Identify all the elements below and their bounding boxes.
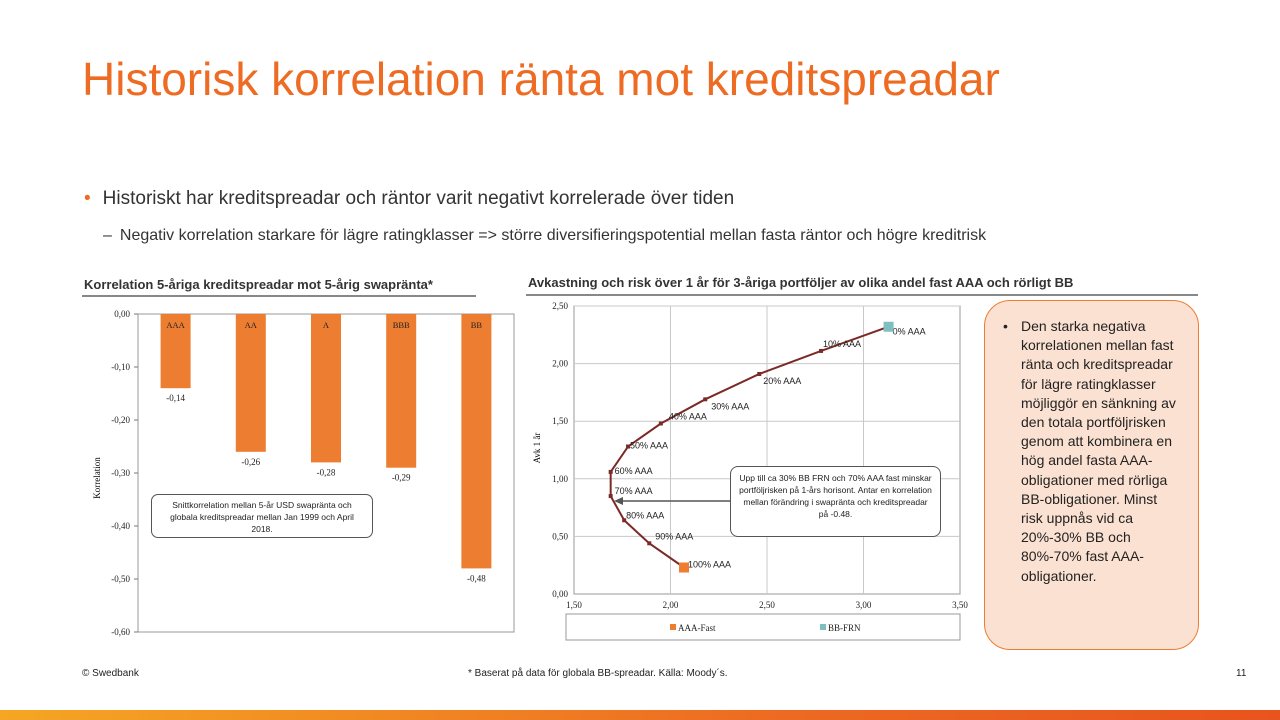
legend-label-bb-frn: BB-FRN [828,623,861,633]
frontier-point [819,348,824,353]
bar-annotation-text: Snittkorrelation mellan 5-år USD swaprän… [170,500,354,534]
scatter-chart-ylabel: Avk 1 år [532,433,542,464]
scatter-ytick-label: 1,50 [552,416,568,426]
bar-aaa [160,314,191,389]
scatter-legend [565,613,961,641]
bar-ytick-label: -0,60 [111,627,130,637]
bar-bbb [386,314,417,468]
frontier-label: 0% AAA [893,327,926,337]
callout-bullet: • [1003,318,1008,334]
scatter-xtick-label: 2,50 [759,600,775,610]
bar-value-label: -0,26 [241,457,260,467]
bar-ytick-label: -0,30 [111,468,130,478]
scatter-ytick-label: 2,00 [552,359,568,369]
bar-ytick-label: 0,00 [114,309,130,319]
slide-title: Historisk korrelation ränta mot kreditsp… [82,53,1000,105]
scatter-chart-heading: Avkastning och risk över 1 år för 3-årig… [528,275,1074,290]
legend-swatch-aaa-fast [670,624,676,630]
frontier-label: 90% AAA [655,531,693,541]
annotation-arrowhead [614,497,623,505]
frontier-label: 70% AAA [615,486,653,496]
bar-ytick-label: -0,20 [111,415,130,425]
bar-ytick-label: -0,50 [111,574,130,584]
frontier-point [608,494,613,499]
bar-chart-ylabel: Korrelation [92,457,102,499]
bottom-accent-bar [0,710,1280,720]
frontier-label: 80% AAA [626,510,664,520]
frontier-label: 10% AAA [823,339,861,349]
aaa-fast-marker [679,562,690,573]
frontier-label: 50% AAA [630,441,668,451]
frontier-point [757,371,762,376]
frontier-point [608,469,613,474]
frontier-label: 20% AAA [763,376,801,386]
legend-label-aaa-fast: AAA-Fast [678,623,716,633]
bar-chart-rule [82,295,476,297]
frontier-point [647,541,652,546]
scatter-annotation-box: Upp till ca 30% BB FRN och 70% AAA fast … [730,466,941,537]
legend-swatch-bb-frn [820,624,826,630]
bar-ytick-label: -0,40 [111,521,130,531]
bar-ytick-label: -0,10 [111,362,130,372]
footer-copyright: © Swedbank [82,668,139,679]
frontier-point [703,397,708,402]
scatter-ytick-label: 2,50 [552,301,568,311]
scatter-xtick-label: 3,50 [952,600,968,610]
scatter-ytick-label: 0,00 [552,589,568,599]
callout-text: Den starka negativa korrelationen mellan… [1021,318,1176,584]
frontier-point [626,444,631,449]
bar-category-label: A [323,320,330,330]
bullet-1: • Historiskt har kreditspreadar och ränto… [84,188,734,210]
page-number: 11 [1236,668,1247,679]
bar-value-label: -0,28 [317,467,336,477]
bar-category-label: BBB [393,320,410,330]
bullet-2: – Negativ korrelation starkare för lägre … [103,227,986,245]
scatter-xtick-label: 1,50 [566,600,582,610]
scatter-chart-rule [526,294,1198,296]
bar-value-label: -0,48 [467,573,486,583]
frontier-label: 40% AAA [669,412,707,422]
scatter-annotation-text: Upp till ca 30% BB FRN och 70% AAA fast … [739,473,932,519]
bullet-dash: – [103,227,112,244]
bullet-1-text: Historiskt har kreditspreadar och räntor… [102,188,735,209]
correlation-bar-chart: Korrelation 0,00 -0,10 -0,20 -0,30 -0,40 -0,5… [92,309,515,637]
bar-bb [461,314,492,569]
scatter-xtick-label: 2,00 [663,600,679,610]
scatter-ytick-label: 0,50 [552,531,568,541]
bar-category-label: AA [245,320,258,330]
frontier-point [658,421,663,426]
bar-value-label: -0,14 [166,393,185,403]
bullet-dot: • [84,188,91,209]
frontier-label: 30% AAA [711,401,749,411]
bar-chart-heading: Korrelation 5-åriga kreditspreadar mot 5… [84,277,433,292]
scatter-ytick-label: 1,00 [552,474,568,484]
bar-category-label: BB [471,320,483,330]
footer-source: * Baserat på data för globala BB-spreada… [468,668,728,679]
bar-value-label: -0,29 [392,473,411,483]
frontier-label: 60% AAA [615,466,653,476]
callout-box: • Den starka negativa korrelationen mell… [984,300,1199,650]
bullet-2-text: Negativ korrelation starkare för lägre r… [119,227,987,244]
risk-return-chart: Avk 1 år 0,00 0,50 1,00 1,50 2,00 2,50 1,50 2,0… [532,301,968,641]
bb-frn-marker [883,321,894,332]
bar-aa [235,314,266,452]
bar-category-label: AAA [166,320,185,330]
bar-annotation-box: Snittkorrelation mellan 5-år USD swaprän… [151,494,373,538]
frontier-point [622,518,627,523]
frontier-label: 100% AAA [688,560,731,570]
bar-a [311,314,341,463]
scatter-xtick-label: 3,00 [856,600,872,610]
